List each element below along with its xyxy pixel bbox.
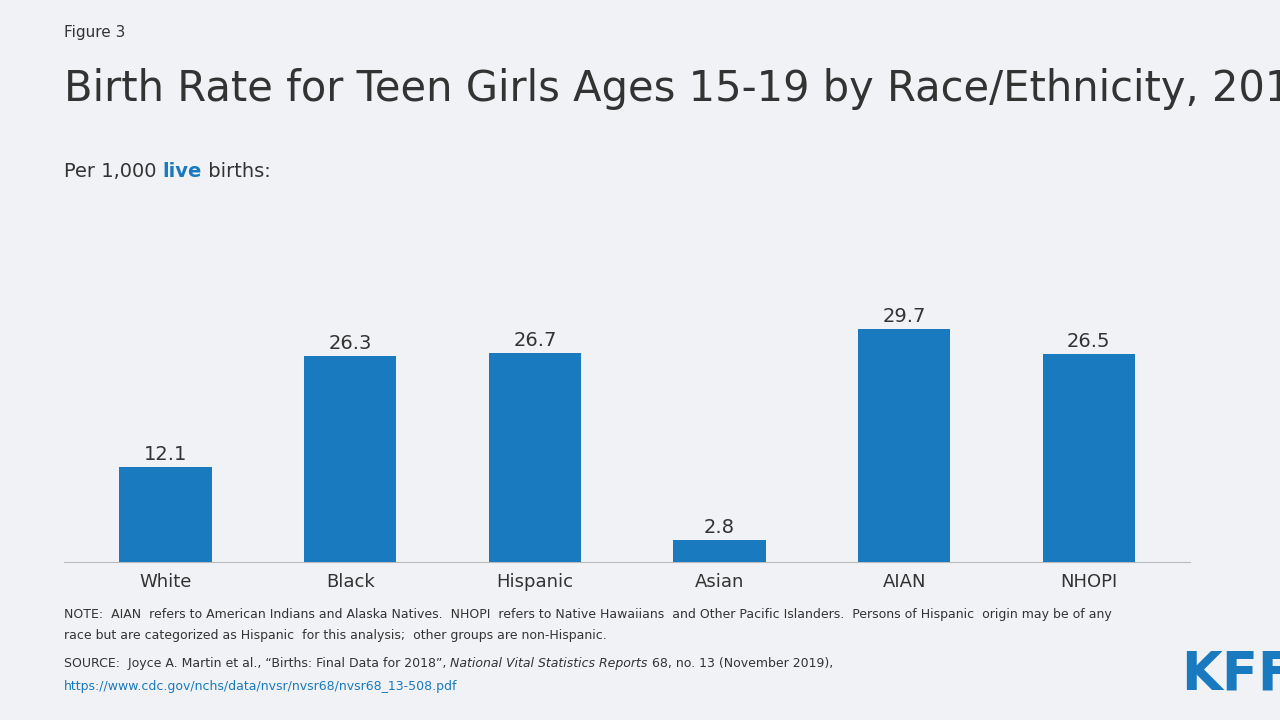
Text: Figure 3: Figure 3: [64, 25, 125, 40]
Text: 26.5: 26.5: [1068, 333, 1111, 351]
Bar: [119, 467, 211, 562]
Text: 26.3: 26.3: [329, 334, 372, 353]
Text: 2.8: 2.8: [704, 518, 735, 536]
Text: 68, no. 13 (November 2019),: 68, no. 13 (November 2019),: [648, 657, 833, 670]
Text: live: live: [163, 162, 202, 181]
Text: https://www.cdc.gov/nchs/data/nvsr/nvsr68/nvsr68_13-508.pdf: https://www.cdc.gov/nchs/data/nvsr/nvsr6…: [64, 680, 457, 693]
Bar: [489, 353, 581, 562]
Text: race but are categorized as Hispanic  for this analysis;  other groups are non-H: race but are categorized as Hispanic for…: [64, 629, 607, 642]
Bar: [305, 356, 397, 562]
Bar: [1043, 354, 1135, 562]
Text: births:: births:: [202, 162, 271, 181]
Bar: [673, 540, 765, 562]
Text: Per 1,000: Per 1,000: [64, 162, 163, 181]
Text: National Vital Statistics Reports: National Vital Statistics Reports: [451, 657, 648, 670]
Text: 29.7: 29.7: [882, 307, 925, 326]
Text: 12.1: 12.1: [143, 445, 187, 464]
Text: KFF: KFF: [1181, 648, 1280, 700]
Text: SOURCE:  Joyce A. Martin et al., “Births: Final Data for 2018”,: SOURCE: Joyce A. Martin et al., “Births:…: [64, 657, 451, 670]
Bar: [858, 330, 950, 562]
Text: NOTE:  AIAN  refers to American Indians and Alaska Natives.  NHOPI  refers to Na: NOTE: AIAN refers to American Indians an…: [64, 608, 1112, 621]
Text: 26.7: 26.7: [513, 330, 557, 350]
Text: Birth Rate for Teen Girls Ages 15-19 by Race/Ethnicity, 2018: Birth Rate for Teen Girls Ages 15-19 by …: [64, 68, 1280, 110]
